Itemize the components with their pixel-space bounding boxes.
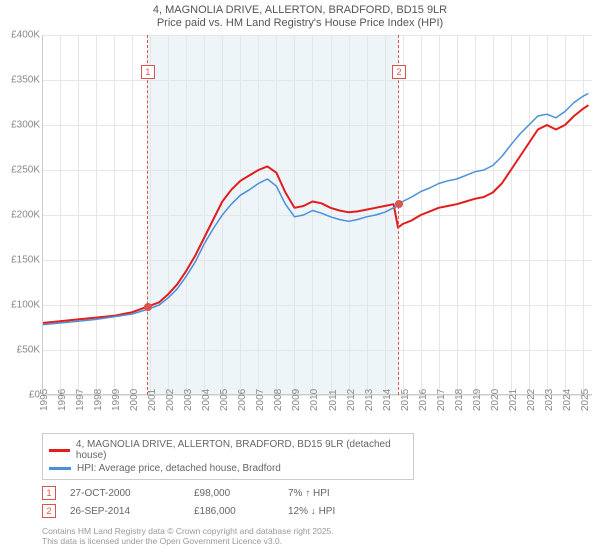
chart-area: 12 1995199619971998199920002001200220032… [8, 35, 592, 425]
x-tick: 2011 [328, 399, 339, 411]
sale-delta: 12% ↓ HPI [288, 506, 398, 517]
legend-label: 4, MAGNOLIA DRIVE, ALLERTON, BRADFORD, B… [76, 439, 407, 461]
x-tick: 1997 [75, 399, 86, 411]
x-tick: 2002 [165, 399, 176, 411]
sale-marker-number: 2 [392, 65, 406, 79]
y-tick: £150K [0, 255, 40, 266]
x-tick: 2008 [273, 399, 284, 411]
x-tick: 2019 [472, 399, 483, 411]
x-tick: 1999 [111, 399, 122, 411]
x-tick: 2021 [508, 399, 519, 411]
legend: 4, MAGNOLIA DRIVE, ALLERTON, BRADFORD, B… [42, 433, 414, 480]
legend-swatch [49, 449, 70, 452]
x-tick: 1996 [57, 399, 68, 411]
sale-row: 1 27-OCT-2000 £98,000 7% ↑ HPI [42, 484, 592, 502]
x-tick: 2013 [364, 399, 375, 411]
x-tick: 2016 [418, 399, 429, 411]
x-tick: 2014 [382, 399, 393, 411]
sale-marker-dot [395, 200, 403, 208]
x-tick: 2007 [255, 399, 266, 411]
x-tick: 2009 [291, 399, 302, 411]
sale-price: £98,000 [194, 488, 274, 499]
sale-date: 27-OCT-2000 [70, 488, 180, 499]
chart-title: 4, MAGNOLIA DRIVE, ALLERTON, BRADFORD, B… [8, 4, 592, 29]
sales-rows: 1 27-OCT-2000 £98,000 7% ↑ HPI 2 26-SEP-2014 £… [42, 484, 592, 520]
x-tick: 2003 [183, 399, 194, 411]
x-tick: 2022 [526, 399, 537, 411]
legend-label: HPI: Average price, detached house, Brad… [77, 463, 281, 474]
x-tick: 2023 [544, 399, 555, 411]
sale-marker-dot [144, 303, 152, 311]
sale-row: 2 26-SEP-2014 £186,000 12% ↓ HPI [42, 502, 592, 520]
x-tick: 2000 [129, 399, 140, 411]
y-tick: £400K [0, 30, 40, 41]
x-tick: 2025 [580, 399, 591, 411]
x-tick: 2012 [346, 399, 357, 411]
title-line-2: Price paid vs. HM Land Registry's House … [8, 17, 592, 29]
y-tick: £300K [0, 120, 40, 131]
x-tick: 2004 [201, 399, 212, 411]
y-tick: £100K [0, 300, 40, 311]
sale-marker-2: 2 [398, 35, 399, 395]
series-property [42, 105, 588, 323]
x-tick: 1995 [39, 399, 50, 411]
y-tick: £350K [0, 75, 40, 86]
y-tick: £200K [0, 210, 40, 221]
title-line-1: 4, MAGNOLIA DRIVE, ALLERTON, BRADFORD, B… [8, 4, 592, 16]
y-tick: £250K [0, 165, 40, 176]
x-tick: 2006 [237, 399, 248, 411]
x-tick: 2015 [400, 399, 411, 411]
sale-delta: 7% ↑ HPI [288, 488, 398, 499]
series-hpi [42, 94, 588, 325]
sale-number: 2 [42, 504, 56, 518]
legend-row: HPI: Average price, detached house, Brad… [49, 462, 407, 475]
legend-row: 4, MAGNOLIA DRIVE, ALLERTON, BRADFORD, B… [49, 438, 407, 462]
attrib-line-2: This data is licensed under the Open Gov… [42, 536, 592, 546]
attrib-line-1: Contains HM Land Registry data © Crown c… [42, 526, 592, 536]
x-tick: 2010 [309, 399, 320, 411]
legend-swatch [49, 467, 71, 470]
y-tick: £0 [0, 390, 40, 401]
sale-date: 26-SEP-2014 [70, 506, 180, 517]
y-tick: £50K [0, 345, 40, 356]
attribution: Contains HM Land Registry data © Crown c… [42, 526, 592, 546]
chart-svg [42, 35, 592, 395]
plot: 12 [42, 35, 592, 395]
x-tick: 2005 [219, 399, 230, 411]
x-tick: 2020 [490, 399, 501, 411]
sale-marker-1: 1 [147, 35, 148, 395]
x-tick: 2017 [436, 399, 447, 411]
x-tick: 2018 [454, 399, 465, 411]
x-tick: 2001 [147, 399, 158, 411]
sale-number: 1 [42, 486, 56, 500]
sale-marker-number: 1 [141, 65, 155, 79]
x-tick: 1998 [93, 399, 104, 411]
x-tick: 2024 [562, 399, 573, 411]
sale-price: £186,000 [194, 506, 274, 517]
